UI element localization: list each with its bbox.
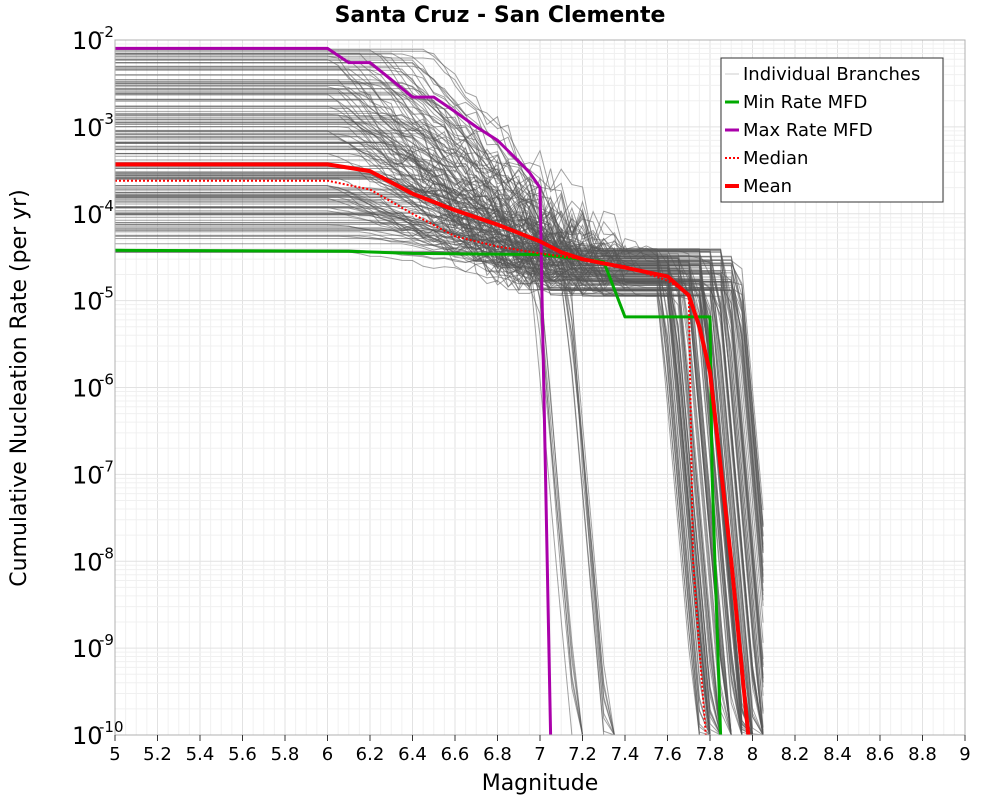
branch-line: [115, 123, 700, 736]
y-tick-label: 10: [72, 461, 103, 489]
branch-line: [115, 130, 615, 736]
x-tick-label: 5.2: [143, 744, 172, 765]
branch-line: [115, 114, 764, 537]
legend-label: Mean: [743, 176, 792, 197]
y-tick-exponent: -2: [99, 23, 114, 41]
y-tick-label: 10: [72, 722, 103, 750]
x-tick-label: 5.8: [271, 744, 300, 765]
series-max-rate-mfd-line: [115, 46, 553, 736]
branch-line: [115, 52, 764, 736]
x-tick-label: 6: [322, 744, 333, 765]
y-tick-exponent: -6: [99, 371, 114, 389]
branch-line: [115, 222, 764, 667]
y-tick-label: 10: [72, 288, 103, 316]
y-tick-exponent: -3: [99, 110, 114, 128]
chart-title: Santa Cruz - San Clemente: [335, 3, 666, 28]
series-min-rate-mfd-line: [114, 248, 723, 736]
branch-line: [115, 213, 764, 683]
x-tick-label: 5: [109, 744, 120, 765]
y-tick-exponent: -7: [99, 457, 114, 475]
x-tick-label: 8.2: [781, 744, 810, 765]
branch-line: [115, 53, 732, 736]
legend-label: Min Rate MFD: [743, 92, 867, 113]
x-tick-label: 5.6: [228, 744, 257, 765]
x-tick-label: 7.2: [568, 744, 597, 765]
x-tick-label: 8.6: [866, 744, 895, 765]
x-axis-ticks: 5 5.2 5.4 5.6 5.8 6 6.2 6.4 6.6 6.8 7 7.2 7.4 7.6 7.8 8…: [109, 735, 971, 765]
legend: Individual Branches Min Rate MFD Max Rate …: [720, 57, 944, 203]
branch-line: [115, 48, 722, 736]
y-tick-label: 10: [72, 201, 103, 229]
x-tick-label: 7: [534, 744, 545, 765]
branch-line: [115, 68, 753, 736]
x-tick-label: 7.8: [696, 744, 725, 765]
series-mean-line: [115, 162, 751, 736]
y-tick-label: 10: [72, 635, 103, 663]
branch-line: [115, 206, 764, 736]
x-tick-label: 7.4: [611, 744, 640, 765]
y-tick-label: 10: [72, 114, 103, 142]
branch-line: [115, 82, 722, 736]
legend-box: [720, 57, 944, 203]
x-tick-label: 5.4: [186, 744, 215, 765]
branch-line: [115, 148, 764, 676]
branch-line: [115, 67, 711, 736]
y-tick-label: 10: [72, 548, 103, 576]
branch-line: [115, 200, 753, 736]
x-tick-label: 6.6: [441, 744, 470, 765]
branch-line: [115, 195, 764, 554]
x-tick-label: 9: [959, 744, 970, 765]
y-axis-label: Cumulative Nucleation Rate (per yr): [7, 189, 32, 587]
branch-line: [115, 69, 615, 736]
x-tick-label: 7.6: [653, 744, 682, 765]
x-tick-label: 6.4: [398, 744, 427, 765]
series-lines: [114, 46, 751, 736]
branch-line: [115, 57, 743, 736]
y-tick-exponent: -5: [99, 284, 114, 302]
y-tick-exponent: -9: [99, 631, 114, 649]
x-tick-label: 8.4: [823, 744, 852, 765]
legend-label: Median: [743, 148, 808, 169]
branch-line: [115, 146, 732, 736]
branch-line: [115, 81, 764, 731]
branch-line: [115, 105, 743, 736]
y-tick-label: 10: [72, 27, 103, 55]
branch-line: [115, 133, 722, 736]
legend-label: Max Rate MFD: [743, 120, 873, 141]
y-tick-label: 10: [72, 375, 103, 403]
y-tick-exponent: -4: [99, 197, 114, 215]
x-tick-label: 6.2: [356, 744, 385, 765]
x-tick-label: 6.8: [483, 744, 512, 765]
branch-line: [115, 234, 764, 679]
branch-line: [115, 79, 583, 736]
branch-line: [115, 116, 722, 736]
x-tick-label: 8.8: [908, 744, 937, 765]
individual-branches: [115, 48, 764, 736]
branch-line: [115, 249, 573, 736]
x-tick-label: 8: [747, 744, 758, 765]
branch-line: [115, 149, 764, 736]
legend-label: Individual Branches: [743, 64, 920, 85]
branch-line: [115, 119, 605, 736]
branch-line: [115, 113, 753, 736]
x-axis-label: Magnitude: [482, 771, 599, 796]
branch-line: [115, 84, 743, 736]
y-tick-exponent: -8: [99, 544, 114, 562]
branch-line: [115, 219, 711, 736]
y-tick-exponent: -10: [99, 718, 124, 736]
branch-line: [115, 62, 764, 525]
branch-line: [115, 228, 711, 736]
branch-line: [115, 195, 711, 736]
branch-line: [115, 83, 732, 736]
